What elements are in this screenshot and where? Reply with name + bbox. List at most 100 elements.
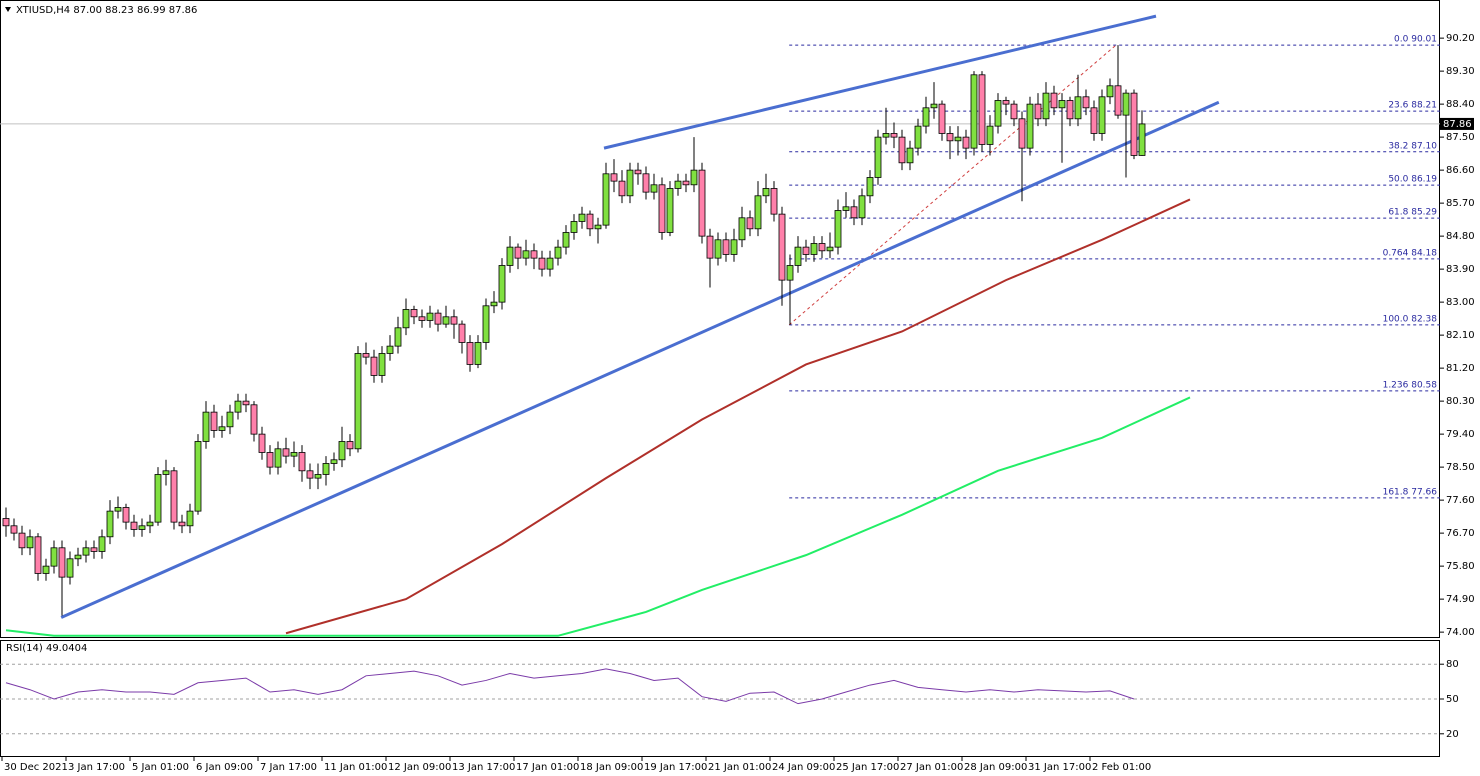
candle-body bbox=[730, 239, 738, 255]
y-tick-label: 83.00 bbox=[1446, 297, 1475, 308]
x-tick-label: 28 Jan 09:00 bbox=[964, 762, 1027, 773]
candle-body bbox=[162, 470, 170, 475]
candle-body bbox=[418, 316, 426, 321]
candle-body bbox=[690, 169, 698, 186]
candle-body bbox=[434, 312, 442, 325]
candle-body bbox=[178, 521, 186, 527]
candle-body bbox=[786, 265, 794, 281]
x-tick-label: 5 Jan 01:00 bbox=[132, 762, 189, 773]
y-tick-label: 74.90 bbox=[1446, 594, 1475, 605]
candle-body bbox=[258, 433, 266, 453]
candle-body bbox=[626, 169, 634, 197]
candle-body bbox=[1050, 92, 1058, 109]
candle-body bbox=[474, 342, 482, 365]
y-tick-label: 87.50 bbox=[1446, 132, 1475, 143]
candle-body bbox=[890, 133, 898, 138]
candle-body bbox=[986, 125, 994, 145]
rsi-tick-label: 50 bbox=[1446, 694, 1459, 705]
candle-body bbox=[746, 217, 754, 230]
main-frame bbox=[0, 0, 1440, 638]
candle-body bbox=[586, 213, 594, 230]
candle-body bbox=[802, 246, 810, 255]
candle-body bbox=[938, 103, 946, 134]
candle-body bbox=[314, 474, 322, 479]
candle-body bbox=[66, 558, 74, 578]
x-tick-label: 30 Dec 2021 bbox=[4, 762, 68, 773]
candle-body bbox=[370, 356, 378, 376]
rsi-plot bbox=[0, 663, 1440, 735]
fib-label: 23.6 88.21 bbox=[1388, 101, 1437, 111]
candle-body bbox=[306, 470, 314, 479]
fib-label: 50.0 86.19 bbox=[1388, 175, 1437, 185]
candle-body bbox=[594, 224, 602, 230]
candle-body bbox=[1098, 96, 1106, 134]
candle-body bbox=[898, 136, 906, 164]
candle-body bbox=[922, 107, 930, 127]
candle-body bbox=[282, 448, 290, 457]
y-tick-label: 86.60 bbox=[1446, 165, 1475, 176]
y-tick-label: 88.40 bbox=[1446, 99, 1475, 110]
candle-body bbox=[402, 309, 410, 329]
candle-body bbox=[330, 459, 338, 464]
rsi-tick-label: 80 bbox=[1446, 659, 1459, 670]
candle-body bbox=[522, 250, 530, 259]
candle-body bbox=[970, 74, 978, 149]
candle-body bbox=[482, 305, 490, 343]
rsi-line bbox=[5, 668, 1135, 705]
fib-label: 161.8 77.66 bbox=[1383, 487, 1438, 497]
candle-body bbox=[570, 221, 578, 233]
candle-body bbox=[850, 206, 858, 219]
y-tick-label: 80.30 bbox=[1446, 396, 1475, 407]
candle-body bbox=[394, 327, 402, 347]
candle-body bbox=[1042, 92, 1050, 120]
candle-body bbox=[1114, 85, 1122, 116]
candle-body bbox=[666, 188, 674, 233]
candle-body bbox=[290, 452, 298, 457]
candle-body bbox=[1090, 107, 1098, 134]
candle-body bbox=[1018, 118, 1026, 149]
candle-body bbox=[50, 547, 58, 567]
chart-title: XTIUSD,H4 87.00 88.23 86.99 87.86 bbox=[16, 5, 197, 16]
candle-body bbox=[234, 400, 242, 413]
candle-body bbox=[130, 521, 138, 530]
candle-body bbox=[42, 565, 50, 574]
moving-average bbox=[5, 396, 1191, 637]
candle-body bbox=[514, 246, 522, 259]
candle-body bbox=[1106, 85, 1114, 98]
candle-body bbox=[650, 184, 658, 193]
candle-body bbox=[386, 345, 394, 354]
y-tick-label: 82.10 bbox=[1446, 330, 1475, 341]
candle-body bbox=[674, 180, 682, 189]
candle-body bbox=[338, 441, 346, 461]
candle-body bbox=[554, 246, 562, 259]
candle-body bbox=[762, 188, 770, 197]
candle-body bbox=[90, 547, 98, 552]
candle-body bbox=[1138, 123, 1146, 156]
rsi-tick-label: 20 bbox=[1446, 729, 1459, 740]
candle-body bbox=[610, 173, 618, 182]
candle-body bbox=[962, 136, 970, 149]
candle-body bbox=[1034, 103, 1042, 120]
y-tick-label: 79.40 bbox=[1446, 429, 1475, 440]
candle-body bbox=[1074, 96, 1082, 120]
candle-body bbox=[1082, 96, 1090, 109]
candle-body bbox=[490, 301, 498, 307]
candle-body bbox=[498, 265, 506, 303]
y-tick-label: 75.80 bbox=[1446, 561, 1475, 572]
fib-label: 38.2 87.10 bbox=[1388, 141, 1437, 151]
candle-body bbox=[274, 448, 282, 468]
candle-body bbox=[738, 217, 746, 241]
candle-body bbox=[458, 323, 466, 343]
y-tick-label: 90.20 bbox=[1446, 33, 1475, 44]
x-tick-label: 7 Jan 17:00 bbox=[260, 762, 317, 773]
candle-body bbox=[714, 239, 722, 259]
candle-body bbox=[634, 169, 642, 175]
fib-label: 1.236 80.58 bbox=[1383, 380, 1438, 390]
x-tick-label: 17 Jan 01:00 bbox=[516, 762, 579, 773]
fib-label: 100.0 82.38 bbox=[1383, 314, 1438, 324]
last-price-label: 87.86 bbox=[1443, 119, 1472, 130]
candle-body bbox=[138, 525, 146, 530]
candle-body bbox=[298, 452, 306, 472]
candle-body bbox=[122, 507, 130, 523]
y-tick-label: 81.20 bbox=[1446, 363, 1475, 374]
